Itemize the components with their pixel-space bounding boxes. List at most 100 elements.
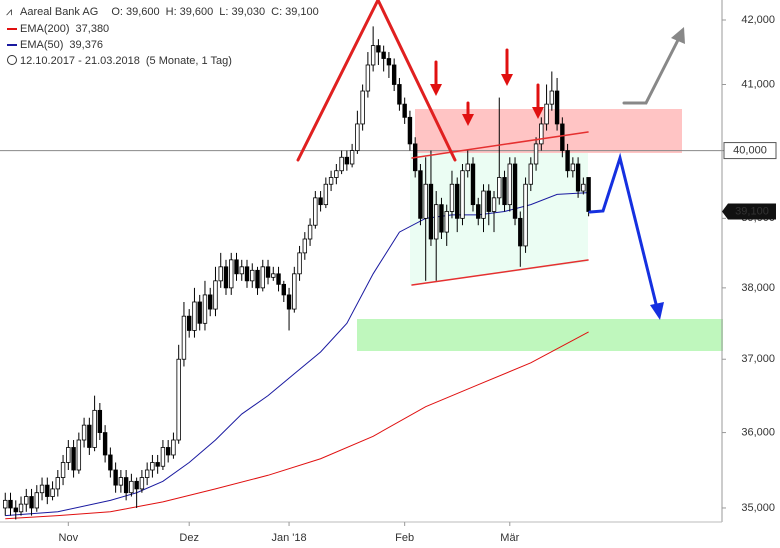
candle-body (50, 488, 55, 497)
trend-line (411, 131, 589, 159)
y-tick-label: 38,000 (741, 282, 775, 294)
candle-body (60, 462, 66, 478)
candle-body (423, 183, 428, 219)
candle-body (250, 269, 255, 282)
candle-body (171, 439, 176, 456)
candle-body (528, 163, 534, 185)
candle-body (560, 123, 565, 151)
candle-body (586, 177, 591, 212)
candle-body (397, 84, 402, 105)
candle-body (539, 123, 544, 145)
candle-body (344, 156, 350, 165)
triangle-top (296, 0, 457, 162)
arrow-head (650, 302, 664, 320)
candle-body (318, 197, 323, 206)
candle-body (476, 204, 481, 219)
price-label: 39,100 (735, 205, 769, 217)
ohlc-label: H: (166, 6, 177, 18)
title: Aareal Bank AG (20, 6, 98, 18)
candle-body (223, 266, 229, 289)
candle-body (129, 480, 134, 494)
candle-body (81, 424, 87, 441)
candle-body (71, 447, 76, 471)
legend-entry: EMA(200) 37,380 (20, 23, 109, 35)
candle-body (234, 259, 239, 275)
candle-body (386, 58, 392, 66)
candle-body (66, 447, 71, 463)
candle-body (213, 280, 218, 310)
period-note: (5 Monate, 1 Tag) (146, 55, 232, 67)
candle-body (491, 197, 497, 212)
legend-value: 37,380 (76, 23, 110, 35)
price-badge (722, 203, 776, 220)
level-badge (723, 142, 777, 160)
candle-body (533, 143, 539, 165)
candle-body (434, 204, 439, 240)
x-tick-label: Jan '18 (271, 532, 306, 544)
level-label: 40,000 (733, 144, 767, 156)
candle-body (218, 266, 223, 282)
candle-body (302, 238, 308, 254)
candle-body (181, 315, 187, 360)
candle-body (108, 454, 113, 471)
candle-body (123, 477, 129, 494)
candle-body (497, 177, 502, 199)
candle-body (365, 64, 371, 92)
candle-body (55, 477, 61, 490)
candle-body (465, 163, 470, 172)
candle-body (229, 259, 234, 289)
candle-body (286, 294, 292, 310)
x-tick-label: Dez (179, 532, 199, 544)
alt-arrow (622, 38, 680, 105)
candle-body (565, 150, 570, 172)
ohlc-label: C: (271, 6, 282, 18)
candle-body (339, 156, 344, 172)
candle-body (512, 163, 518, 219)
candle-body (328, 177, 334, 185)
candle-body (39, 484, 45, 494)
annotations (296, 0, 685, 320)
period: 12.10.2017 - 21.03.2018 (5 Monate, 1 Tag) (20, 55, 232, 67)
candle-body (455, 183, 460, 219)
x-tick-label: Nov (59, 532, 79, 544)
candle-body (92, 409, 97, 448)
header-line: Aareal Bank AG O: 39,600 H: 39,600 L: 39,030 C… (20, 6, 319, 18)
candle-body (102, 432, 108, 456)
ohlc-value: 39,600 (126, 6, 160, 18)
candle-body (554, 90, 560, 125)
candle-body (575, 163, 581, 192)
candle-body (444, 211, 449, 233)
arrow-head (671, 27, 685, 44)
candle-body (307, 224, 313, 240)
plot (3, 26, 591, 520)
candle-body (297, 252, 302, 275)
candle-body (134, 480, 139, 490)
candle-body (255, 269, 260, 289)
candle-body (360, 90, 365, 125)
candle-body (144, 469, 150, 478)
y-tick-label: 42,000 (741, 14, 775, 26)
ohlc-value: 39,030 (231, 6, 265, 18)
candle-body (197, 301, 202, 324)
icon: ⩘ (6, 6, 12, 18)
x-tick-label: Mär (500, 532, 519, 544)
candle-body (45, 484, 50, 497)
candle-body (87, 424, 92, 448)
candle-body (313, 197, 318, 226)
candle-body (202, 294, 208, 324)
candle-body (570, 163, 576, 172)
candle-body (523, 183, 528, 247)
range-zone (410, 153, 588, 285)
candle-body (265, 266, 271, 278)
candle-body (323, 183, 329, 206)
candle-body (544, 103, 549, 125)
legend-entry: EMA(50) 39,376 (20, 39, 103, 51)
candle-body (502, 177, 507, 206)
candle-body (281, 283, 286, 296)
candle-body (97, 409, 103, 433)
candle-body (370, 45, 376, 66)
candle-body (208, 294, 213, 310)
y-tick-label: 35,000 (741, 502, 775, 514)
